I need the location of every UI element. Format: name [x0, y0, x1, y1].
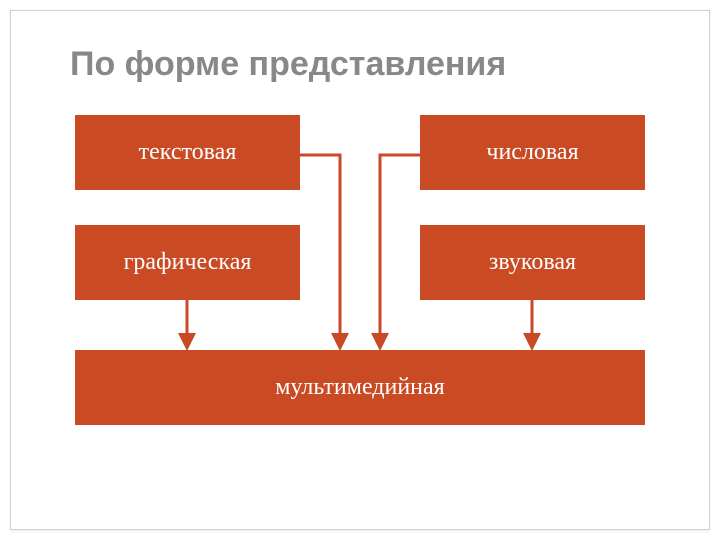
node-graphic: графическая — [75, 225, 300, 300]
node-graphic-label: графическая — [124, 249, 252, 276]
node-numeric: числовая — [420, 115, 645, 190]
node-audio-label: звуковая — [489, 249, 576, 276]
node-audio: звуковая — [420, 225, 645, 300]
node-text-label: текстовая — [139, 139, 237, 166]
node-numeric-label: числовая — [486, 139, 578, 166]
node-multimedia-label: мультимедийная — [275, 374, 444, 401]
slide-title: По форме представления — [70, 45, 506, 84]
node-multimedia: мультимедийная — [75, 350, 645, 425]
node-text: текстовая — [75, 115, 300, 190]
